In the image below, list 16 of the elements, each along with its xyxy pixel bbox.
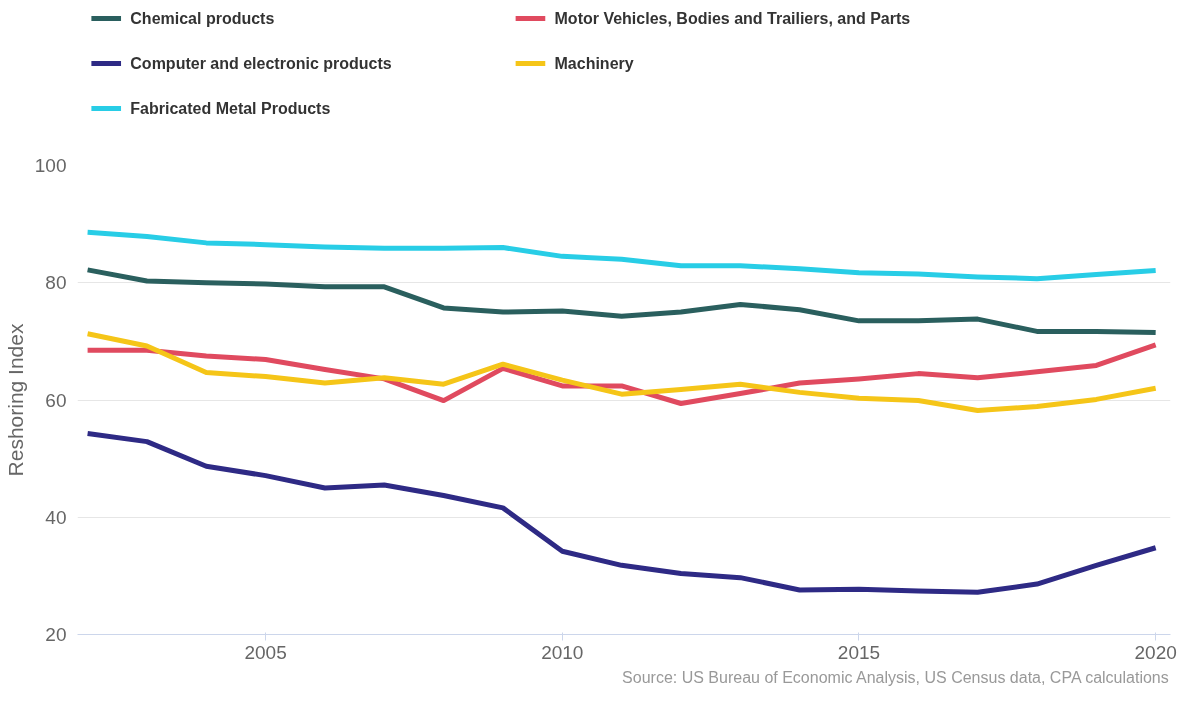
y-tick-label: 40 <box>45 506 67 528</box>
legend-label: Chemical products <box>130 10 275 27</box>
x-tick-label: 2020 <box>1134 641 1177 663</box>
source-note: Source: US Bureau of Economic Analysis, US Census data, CPA calculations <box>622 668 1169 686</box>
x-tick-label: 2015 <box>837 641 881 663</box>
x-tick-label: 2010 <box>541 641 584 663</box>
y-tick-label: 100 <box>34 155 67 176</box>
legend-label: Computer and electronic products <box>130 55 392 72</box>
y-tick-label: 20 <box>45 624 67 645</box>
legend-label: Machinery <box>554 55 634 72</box>
y-tick-label: 80 <box>45 272 67 294</box>
y-tick-label: 60 <box>45 389 67 411</box>
y-axis-title: Reshoring Index <box>3 323 27 477</box>
legend-label: Fabricated Metal Products <box>130 100 331 117</box>
legend-label: Motor Vehicles, Bodies and Trailiers, and Parts <box>554 10 911 27</box>
x-tick-label: 2005 <box>244 641 287 663</box>
